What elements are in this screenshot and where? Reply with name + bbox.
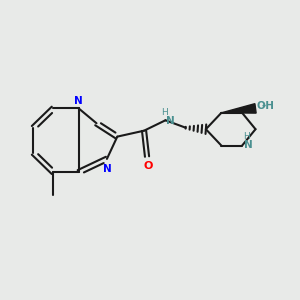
Text: N: N (244, 140, 252, 150)
Text: N: N (166, 116, 175, 126)
Polygon shape (221, 104, 256, 113)
Text: O: O (257, 101, 266, 111)
Text: N: N (74, 96, 83, 106)
Text: H: H (244, 132, 250, 141)
Text: -H: -H (262, 101, 275, 111)
Text: H: H (161, 108, 168, 117)
Text: O: O (144, 161, 153, 171)
Text: N: N (103, 164, 111, 174)
